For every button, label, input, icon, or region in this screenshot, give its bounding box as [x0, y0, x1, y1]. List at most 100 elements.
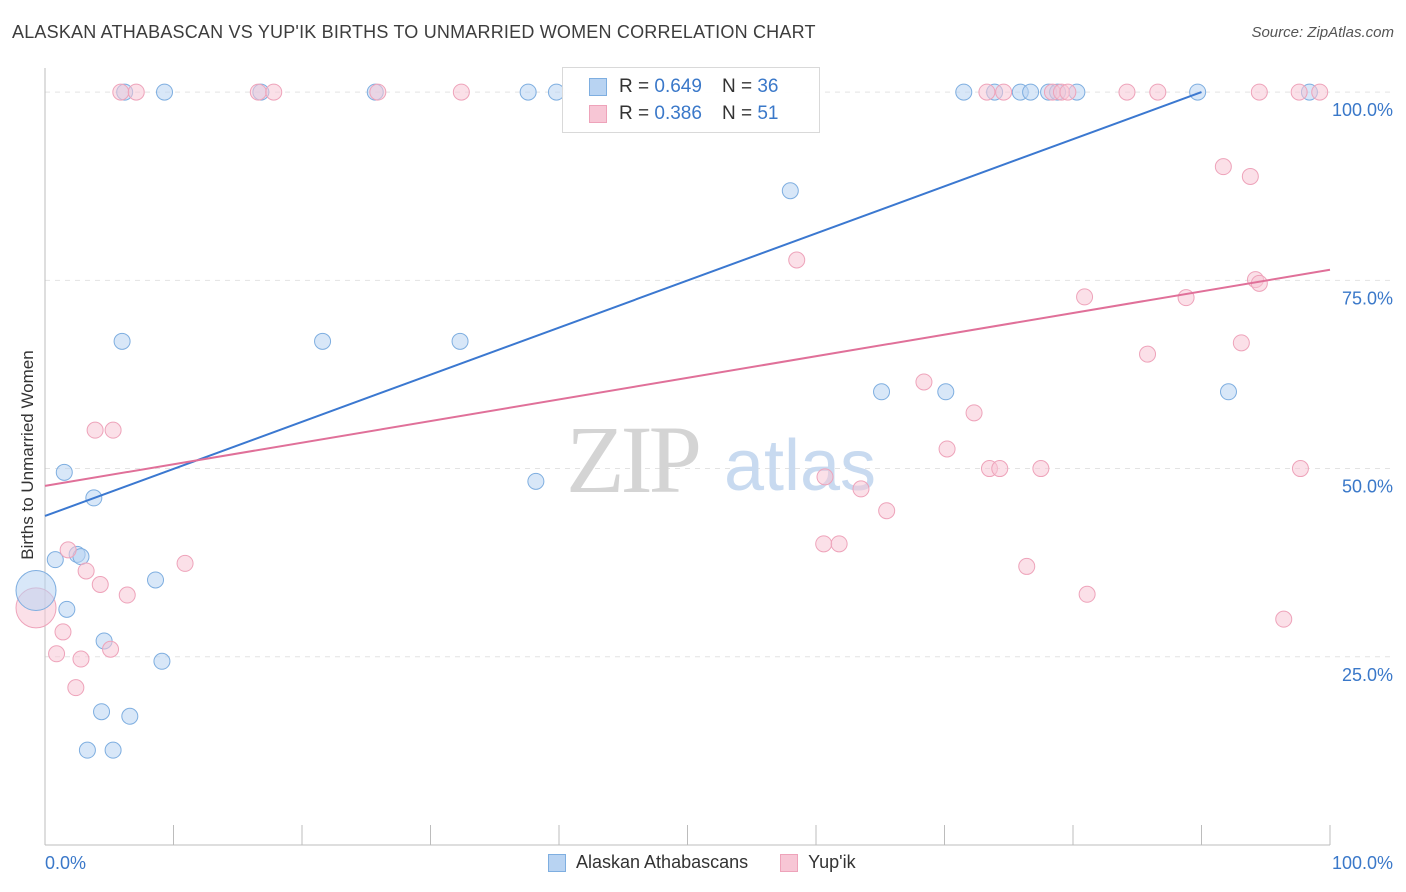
- yupik-point: [1311, 83, 1329, 101]
- yupik-point: [1149, 83, 1167, 101]
- athabascan-point: [55, 463, 73, 481]
- yupik-point: [265, 83, 283, 101]
- athabascan-point: [121, 707, 139, 725]
- athabascan-point: [147, 571, 165, 589]
- chart-legend: Alaskan Athabascans Yup'ik: [548, 852, 888, 873]
- yupik-point: [991, 460, 1009, 478]
- r-value: 0.386: [654, 103, 702, 124]
- yupik-point: [77, 562, 95, 580]
- data-points: [15, 83, 1329, 759]
- legend-item-yupik[interactable]: Yup'ik: [780, 852, 856, 873]
- athabascan-point: [873, 383, 891, 401]
- athabascan-swatch: [589, 78, 607, 96]
- yupik-point: [1232, 334, 1250, 352]
- yupik-point: [978, 83, 996, 101]
- yupik-point: [118, 586, 136, 604]
- yupik-point: [1032, 460, 1050, 478]
- source-label: Source: ZipAtlas.com: [1251, 24, 1394, 41]
- athabascan-point: [93, 703, 111, 721]
- stats-row-yupik: R = 0.386 N = 51: [589, 101, 778, 127]
- yupik-point: [54, 623, 72, 641]
- yupik-point: [816, 468, 834, 486]
- yupik-point: [965, 404, 983, 422]
- yupik-point: [1018, 557, 1036, 575]
- yupik-point: [1291, 460, 1309, 478]
- yupik-point: [1059, 83, 1077, 101]
- athabascan-point: [1022, 83, 1040, 101]
- athabascan-point: [156, 83, 174, 101]
- athabascan-point: [527, 472, 545, 490]
- athabascan-trend-line: [44, 91, 1202, 517]
- yupik-point: [369, 83, 387, 101]
- athabascan-point: [314, 332, 332, 350]
- n-label: N =: [721, 76, 753, 97]
- r-value: 0.649: [654, 76, 702, 97]
- yupik-point: [112, 83, 130, 101]
- yupik-point: [452, 83, 470, 101]
- grid-lines: [45, 91, 1392, 658]
- yupik-point: [788, 251, 806, 269]
- y-tick-label: 100.0%: [1332, 100, 1393, 120]
- yupik-point: [72, 650, 90, 668]
- athabascan-point: [113, 332, 131, 350]
- yupik-point: [1214, 158, 1232, 176]
- yupik-point: [91, 576, 109, 594]
- chart-title: ALASKAN ATHABASCAN VS YUP'IK BIRTHS TO U…: [12, 22, 816, 42]
- yupik-point: [938, 440, 956, 458]
- athabascan-point: [451, 332, 469, 350]
- athabascan-point: [58, 600, 76, 618]
- watermark-atlas: atlas: [724, 426, 876, 506]
- yupik-point: [1139, 345, 1157, 363]
- legend-label: Alaskan Athabascans: [576, 852, 749, 872]
- y-tick-label: 25.0%: [1342, 665, 1393, 685]
- athabascan-point: [781, 182, 799, 200]
- watermark: ZIP atlas: [566, 406, 876, 513]
- yupik-point: [878, 502, 896, 520]
- yupik-point: [852, 480, 870, 498]
- r-label: R =: [619, 103, 650, 124]
- tick-labels: 25.0% 50.0% 75.0% 100.0% 0.0% 100.0%: [45, 100, 1393, 873]
- yupik-trend-line: [44, 268, 1331, 487]
- watermark-zip: ZIP: [566, 406, 699, 513]
- y-tick-label: 75.0%: [1342, 288, 1393, 308]
- athabascan-point: [104, 741, 122, 759]
- n-value: 36: [757, 76, 779, 97]
- yupik-point: [249, 83, 267, 101]
- yupik-point: [1275, 610, 1293, 628]
- yupik-swatch: [589, 105, 607, 123]
- athabascan-point: [519, 83, 537, 101]
- yupik-point: [1241, 167, 1259, 185]
- yupik-point: [59, 541, 77, 559]
- yupik-point: [176, 554, 194, 572]
- yupik-point: [1250, 83, 1268, 101]
- legend-label: Yup'ik: [808, 852, 856, 872]
- yupik-point: [915, 373, 933, 391]
- yupik-point: [1078, 585, 1096, 603]
- yupik-point: [1118, 83, 1136, 101]
- r-label: R =: [619, 76, 650, 97]
- yupik-point: [815, 535, 833, 553]
- yupik-point: [102, 640, 120, 658]
- n-label: N =: [721, 103, 753, 124]
- legend-item-athabascan[interactable]: Alaskan Athabascans: [548, 852, 748, 873]
- yupik-point: [1290, 83, 1308, 101]
- x-tick-label: 0.0%: [45, 853, 86, 873]
- axes: [44, 68, 1331, 846]
- yupik-point: [48, 645, 66, 663]
- athabascan-point: [1189, 83, 1207, 101]
- n-value: 51: [757, 103, 779, 124]
- athabascan-swatch: [548, 853, 566, 872]
- trend-lines: [44, 91, 1331, 517]
- yupik-point: [67, 679, 85, 697]
- yupik-point: [995, 83, 1013, 101]
- athabascan-point: [1219, 383, 1237, 401]
- yupik-point: [86, 421, 104, 439]
- athabascan-point: [955, 83, 973, 101]
- athabascan-point: [153, 652, 171, 670]
- yupik-point: [104, 421, 122, 439]
- y-tick-label: 50.0%: [1342, 477, 1393, 497]
- athabascan-point: [46, 551, 64, 569]
- yupik-point: [1076, 288, 1094, 306]
- correlation-stats-box: R = 0.649 N = 36 R = 0.386 N = 51: [562, 67, 820, 133]
